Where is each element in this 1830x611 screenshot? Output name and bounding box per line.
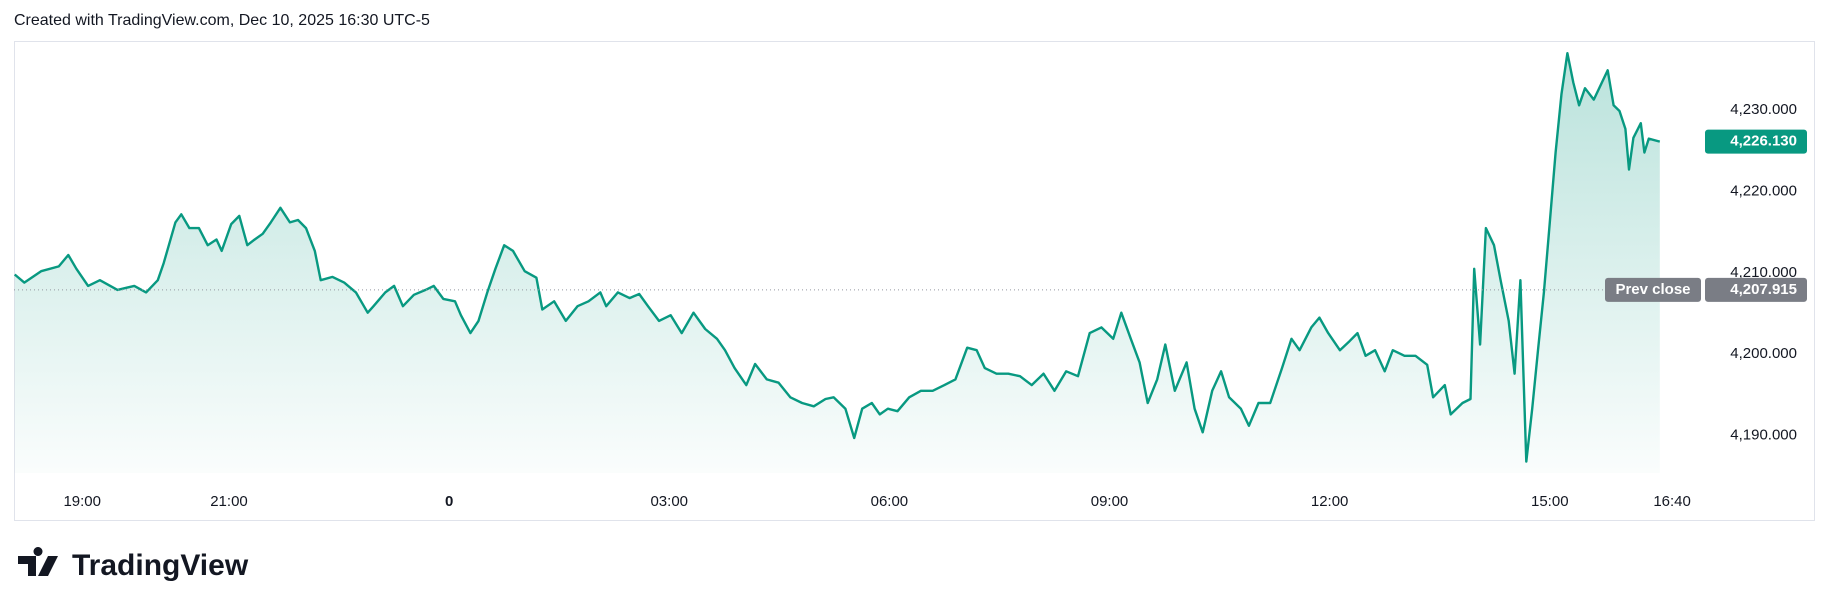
x-tick-label: 12:00 (1311, 493, 1349, 510)
logo-icon (18, 547, 58, 576)
prev-close-name: Prev close (1615, 281, 1690, 298)
y-tick-label: 4,220.000 (1730, 182, 1797, 199)
chart-frame (14, 41, 1815, 521)
x-tick-label: 19:00 (63, 493, 101, 510)
brand-name: TradingView (72, 549, 249, 582)
last-price-badge (1705, 129, 1807, 154)
y-tick-label: 4,230.000 (1730, 101, 1797, 118)
prev-close-name-bg (1605, 277, 1701, 302)
x-tick-label: 21:00 (210, 493, 248, 510)
x-tick-label: 03:00 (650, 493, 688, 510)
y-tick-label: 4,190.000 (1730, 427, 1797, 444)
x-tick-label: 16:40 (1653, 493, 1691, 510)
last-price-label: 4,226.130 (1730, 133, 1797, 150)
area-fill (14, 53, 1660, 473)
header-text: Created with TradingView.com, Dec 10, 20… (14, 12, 430, 29)
x-tick-label: 0 (445, 493, 453, 510)
y-tick-label: 4,200.000 (1730, 345, 1797, 362)
y-tick-label: 4,210.000 (1730, 264, 1797, 281)
prev-close-badge (1705, 277, 1807, 302)
brand-logo (18, 547, 58, 576)
x-tick-label: 06:00 (871, 493, 909, 510)
price-line (13, 52, 1661, 463)
x-tick-label: 09:00 (1091, 493, 1129, 510)
x-tick-label: 15:00 (1531, 493, 1569, 510)
prev-close-label: 4,207.915 (1730, 281, 1797, 298)
